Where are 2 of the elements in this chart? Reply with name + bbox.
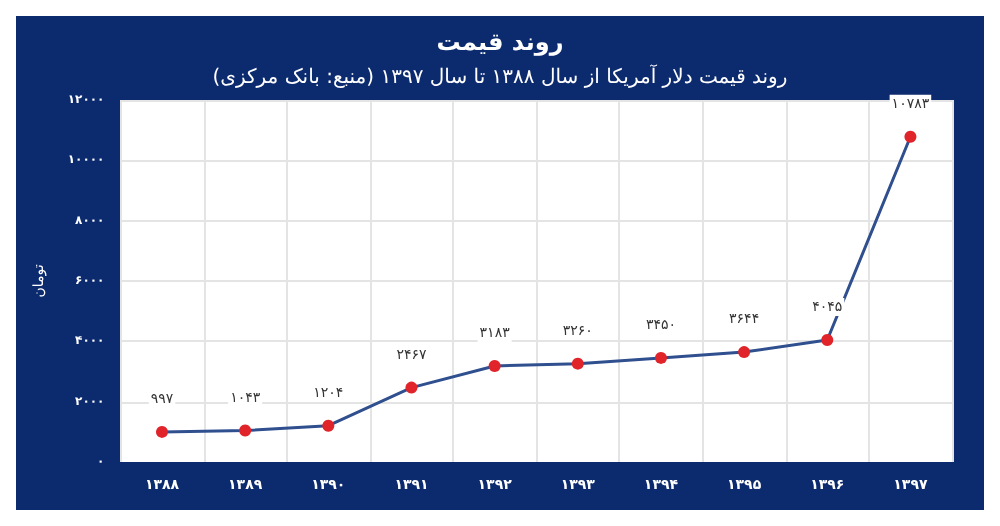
chart-title: روند قیمت xyxy=(436,28,564,56)
chart-subtitle: روند قیمت دلار آمریکا از سال ۱۳۸۸ تا سال ۱۳۹۷ (منبع: بانک مرکزی) xyxy=(212,63,788,89)
